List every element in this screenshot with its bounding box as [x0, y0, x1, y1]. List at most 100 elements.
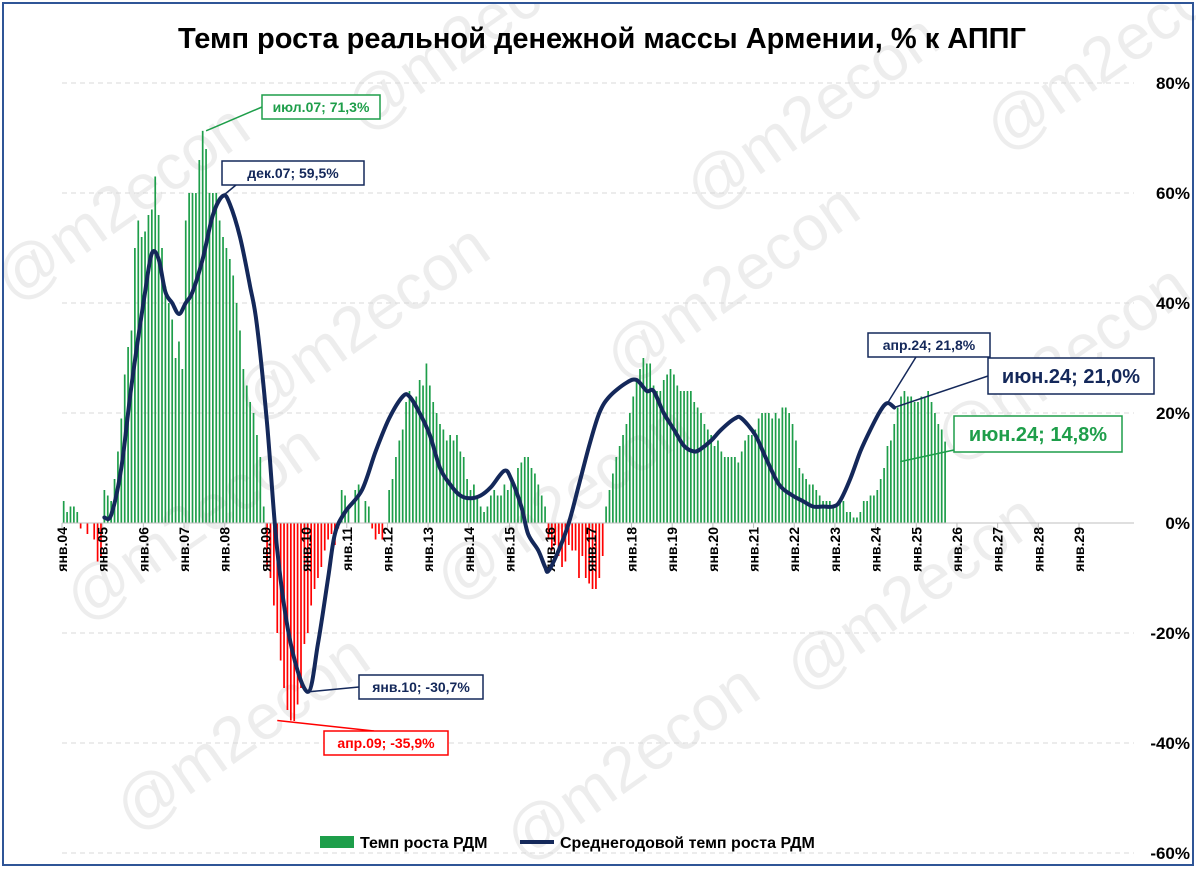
x-tick-label: янв.05: [95, 527, 111, 572]
y-tick-label: 0%: [1165, 514, 1190, 533]
bar: [930, 402, 933, 523]
x-tick-label: янв.28: [1030, 527, 1046, 572]
bar: [147, 215, 150, 523]
bar: [496, 495, 499, 523]
bar: [428, 385, 431, 523]
y-tick-label: -20%: [1150, 624, 1190, 643]
bar: [245, 385, 248, 523]
y-tick-label: 20%: [1156, 404, 1190, 423]
bar: [269, 523, 272, 578]
x-tick-label: янв.20: [705, 527, 721, 572]
bar: [330, 523, 333, 534]
bar: [303, 523, 306, 644]
annotation-label: апр.09; -35,9%: [337, 735, 435, 751]
bar: [476, 495, 479, 523]
bar: [523, 457, 526, 523]
bar: [381, 523, 384, 540]
bar: [232, 275, 235, 523]
bar: [642, 358, 645, 523]
bar: [405, 402, 407, 523]
bar: [784, 407, 787, 523]
bar: [174, 358, 177, 523]
bar: [890, 440, 892, 523]
bar: [635, 380, 638, 523]
x-tick-label: янв.18: [624, 527, 640, 572]
bar: [317, 523, 319, 578]
bar: [601, 523, 604, 556]
bar: [693, 402, 696, 523]
bar: [503, 484, 506, 523]
x-tick-label: янв.29: [1071, 527, 1087, 572]
annotation-leader: [886, 356, 917, 404]
bar: [584, 523, 587, 578]
bar: [645, 363, 648, 523]
bar: [696, 407, 699, 523]
bar: [62, 501, 65, 523]
annotations: июл.07; 71,3% дек.07; 59,5% янв.10; -30,7%…: [205, 94, 1155, 756]
bar: [371, 523, 374, 529]
bar: [212, 193, 214, 523]
bar: [530, 468, 533, 523]
bar: [79, 523, 82, 529]
bar: [367, 506, 370, 523]
annotation-label: апр.24; 21,8%: [883, 337, 976, 353]
x-tick-label: янв.06: [135, 527, 151, 572]
bar: [757, 418, 760, 523]
bar: [608, 490, 611, 523]
bar: [73, 506, 75, 523]
bar: [934, 413, 936, 523]
bar: [720, 451, 723, 523]
bar: [347, 506, 350, 523]
bar: [374, 523, 377, 540]
bar: [479, 506, 482, 523]
x-tick-label: янв.07: [176, 527, 192, 572]
bar: [662, 380, 665, 523]
bar: [527, 457, 529, 523]
bar: [869, 495, 872, 523]
bar: [612, 473, 614, 523]
bar: [422, 385, 424, 523]
bar: [320, 523, 323, 567]
watermark-text: @m2econ: [221, 209, 502, 436]
bar: [581, 523, 584, 556]
annotation-leader: [900, 449, 955, 463]
bar: [893, 424, 896, 523]
bar: [161, 248, 163, 523]
bar: [340, 490, 343, 523]
bar: [256, 435, 258, 523]
bar: [466, 479, 468, 523]
bar: [900, 396, 902, 523]
bar: [927, 391, 929, 523]
bar: [293, 523, 296, 721]
annotation-box: [987, 357, 1155, 395]
bar: [306, 523, 309, 633]
bar: [144, 231, 146, 523]
bar: [178, 341, 180, 523]
bar: [66, 512, 68, 523]
bar: [540, 495, 543, 523]
legend-label: Среднегодовой темп роста РДМ: [560, 835, 815, 852]
bar: [656, 391, 658, 523]
bar: [134, 248, 136, 523]
annotation-label: июн.24; 21,0%: [1002, 366, 1140, 388]
bar: [554, 523, 557, 545]
bar: [215, 193, 218, 523]
bar: [157, 215, 160, 523]
x-tick-label: янв.25: [908, 527, 924, 572]
bar: [459, 451, 462, 523]
bar: [781, 407, 784, 523]
bar: [218, 220, 221, 523]
bar: [832, 506, 835, 523]
annotation-leader: [894, 375, 989, 409]
bar: [896, 407, 899, 523]
annotation-box: [953, 415, 1123, 453]
bar: [239, 330, 241, 523]
y-tick-label: 40%: [1156, 294, 1190, 313]
x-tick-label: янв.04: [54, 527, 70, 572]
bar: [222, 237, 224, 523]
bar: [669, 369, 672, 523]
bar: [205, 149, 207, 523]
bar: [605, 506, 607, 523]
bar: [578, 523, 580, 578]
bar: [883, 468, 885, 523]
